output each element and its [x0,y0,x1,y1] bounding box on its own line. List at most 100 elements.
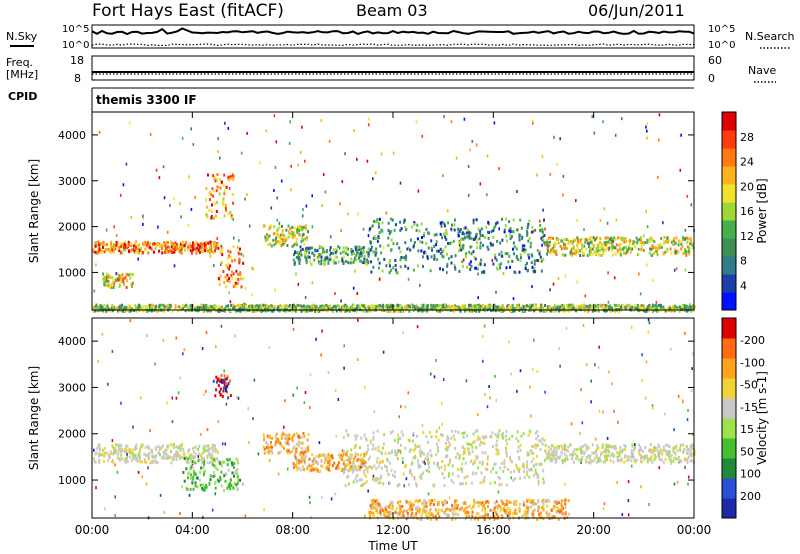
echo-cell [322,304,325,308]
echo-cell [393,470,396,474]
echo-cell [98,243,101,247]
echo-cell [377,445,380,449]
echo-cell [464,451,466,455]
echo-cell [264,239,267,243]
echo-cell [286,451,289,455]
echo-cell [495,290,497,294]
echo-cell [343,463,346,467]
echo-cell [133,249,136,253]
echo-cell [125,272,128,276]
echo-cell [242,261,245,265]
echo-cell [569,309,572,313]
echo-cell [357,358,359,361]
echo-cell [280,232,283,236]
echo-cell [385,465,388,469]
echo-cell [251,266,253,270]
echo-cell [476,429,479,433]
echo-cell [97,454,100,458]
echo-cell [268,346,271,349]
echo-cell [465,307,468,311]
echo-cell [216,200,219,204]
echo-cell [630,464,633,468]
echo-cell [352,252,355,255]
echo-cell [269,445,272,449]
echo-cell [235,457,238,461]
echo-cell [399,305,402,309]
echo-cell [257,452,260,456]
echo-cell [545,309,548,313]
echo-cell [244,197,246,201]
echo-cell [689,242,692,246]
echo-cell [643,306,646,310]
echo-cell [443,222,446,226]
echo-cell [194,455,196,459]
echo-cell [245,304,248,308]
echo-cell [387,472,390,476]
echo-cell [603,241,606,245]
echo-cell [539,439,542,443]
echo-cell [463,117,466,121]
echo-cell [386,459,389,463]
echo-cell [446,264,449,268]
echo-cell [104,248,107,251]
echo-cell [506,307,508,311]
echo-cell [376,239,379,243]
echo-cell [331,306,334,310]
echo-cell [298,461,301,465]
echo-cell [452,434,455,438]
echo-cell [110,286,113,290]
echo-cell [651,404,654,408]
echo-cell [268,228,270,231]
echo-cell [466,235,469,239]
echo-cell [639,292,642,296]
echo-cell [658,466,661,470]
echo-cell [673,482,676,486]
echo-cell [516,306,519,309]
echo-cell [546,247,549,250]
echo-cell [123,448,126,452]
echo-cell [287,449,290,453]
echo-cell [685,309,688,313]
echo-cell [545,241,547,245]
echo-cell [457,305,460,309]
echo-cell [433,233,436,237]
echo-cell [504,224,507,227]
echo-cell [524,263,527,267]
echo-cell [460,305,463,309]
echo-cell [589,246,592,250]
echo-cell [674,250,677,254]
echo-cell [687,237,690,241]
echo-cell [645,309,648,313]
echo-cell [673,248,676,252]
echo-cell [210,447,213,451]
echo-cell [495,305,498,309]
echo-cell [515,271,518,275]
echo-cell [617,236,620,240]
echo-cell [531,225,534,229]
echo-cell [180,307,183,311]
echo-cell [129,448,131,452]
echo-cell [219,156,221,160]
echo-cell [564,243,567,247]
colorbar-frame [721,111,737,311]
echo-cell [692,352,694,356]
echo-cell [363,463,366,467]
echo-cell [489,304,492,308]
echo-cell [189,466,192,470]
echo-cell [131,281,134,285]
echo-cell [686,461,689,465]
echo-cell [412,433,415,437]
echo-cell [214,480,217,484]
echo-cell [223,192,226,196]
echo-cell [576,238,579,242]
echo-cell [343,250,346,254]
echo-cell [148,303,151,307]
echo-cell [279,450,282,454]
echo-cell [477,305,480,309]
echo-cell [126,452,128,456]
echo-cell [352,480,355,484]
echo-cell [483,324,486,328]
echo-cell [512,247,514,251]
echo-cell [526,466,529,470]
echo-cell [340,469,343,473]
